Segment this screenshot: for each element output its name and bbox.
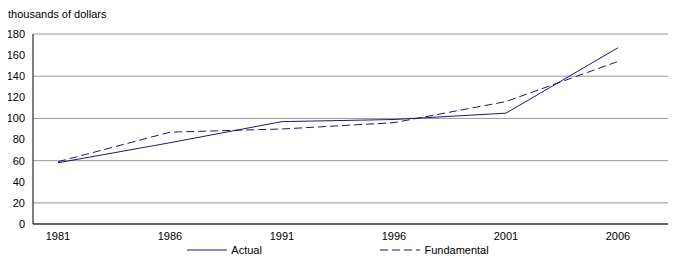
svg-text:1981: 1981	[46, 230, 70, 242]
html-text:Fundamental: Fundamental	[424, 244, 489, 256]
svg-text:1991: 1991	[270, 230, 294, 242]
svg-text:40: 40	[13, 176, 25, 188]
svg-text:2006: 2006	[606, 230, 630, 242]
html-text:thousands of dollars: thousands of dollars	[8, 8, 107, 20]
svg-text:120: 120	[8, 91, 25, 103]
svg-text:2001: 2001	[494, 230, 518, 242]
svg-text:1996: 1996	[382, 230, 406, 242]
svg-text:60: 60	[13, 155, 25, 167]
svg-text:80: 80	[13, 133, 25, 145]
html-text:Actual: Actual	[231, 244, 262, 256]
svg-text:100: 100	[8, 112, 25, 124]
svg-text:160: 160	[8, 49, 25, 61]
svg-text:180: 180	[8, 28, 25, 40]
svg-text:0: 0	[19, 218, 25, 230]
svg-text:140: 140	[8, 70, 25, 82]
svg-text:1986: 1986	[158, 230, 182, 242]
svg-text:20: 20	[13, 197, 25, 209]
